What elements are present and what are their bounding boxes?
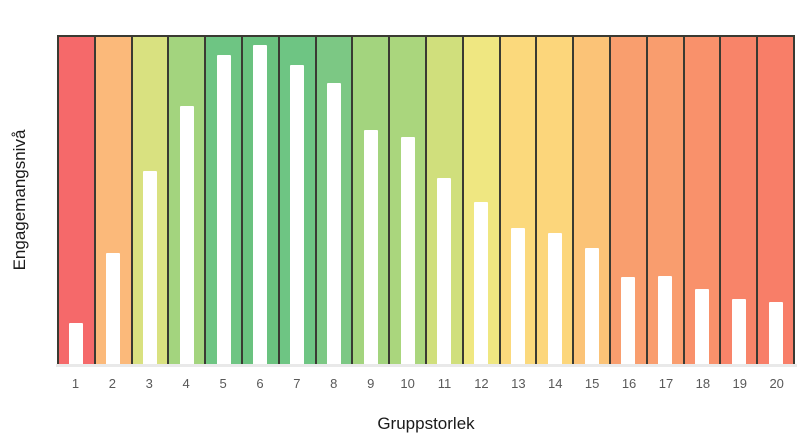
column-band: [572, 37, 609, 364]
x-tick-label: 5: [219, 376, 227, 391]
x-tick-label: 2: [108, 376, 116, 391]
engagement-bar: [584, 247, 599, 364]
engagement-bar: [621, 277, 636, 364]
column-band: [314, 37, 352, 364]
column-band: [130, 37, 168, 364]
x-tick-label: 8: [330, 376, 338, 391]
column-band: [756, 37, 795, 364]
y-axis-title: Engagemangsnivå: [10, 129, 29, 271]
x-tick-label: 20: [769, 376, 784, 391]
x-tick-label: 12: [474, 376, 489, 391]
column-band: [204, 37, 241, 364]
engagement-bar: [363, 130, 378, 364]
x-tick-label: 4: [182, 376, 190, 391]
x-tick-label: 18: [695, 376, 711, 391]
column-band: [682, 37, 720, 364]
engagement-bar: [106, 252, 121, 364]
column-band: [645, 37, 683, 364]
engagement-bar: [474, 202, 489, 364]
engagement-bar: [658, 275, 673, 364]
column-band: [240, 37, 278, 364]
column-band: [719, 37, 757, 364]
x-tick-row: 1 2 3 4 5 6 7 8 9 10 11 12 13 14 15 16 17 18 19 20: [57, 376, 795, 391]
x-tick-label: 14: [548, 376, 563, 391]
column-band: [608, 37, 646, 364]
x-tick-label: 1: [71, 376, 80, 391]
plot-area: [57, 35, 795, 364]
engagement-bar: [142, 171, 157, 364]
column-band: [388, 37, 425, 364]
x-tick-label: 6: [256, 376, 264, 391]
engagement-bar: [400, 136, 415, 364]
column-band: [461, 37, 499, 364]
x-tick-label: 11: [437, 376, 452, 391]
engagement-bar: [290, 64, 305, 364]
x-tick-label: 9: [367, 376, 375, 391]
engagement-bar: [510, 228, 525, 364]
x-tick-label: 13: [511, 376, 526, 391]
baseline-shadow: [56, 364, 797, 367]
column-band: [535, 37, 573, 364]
column-band: [57, 37, 94, 364]
engagement-bar: [326, 82, 341, 364]
column-band: [424, 37, 462, 364]
engagement-bar: [437, 177, 452, 364]
engagement-bar: [216, 55, 231, 364]
engagement-bar: [547, 233, 562, 364]
x-tick-label: 7: [293, 376, 301, 391]
column-band: [93, 37, 131, 364]
column-band: [498, 37, 536, 364]
x-tick-label: 16: [621, 376, 637, 391]
column-band: [351, 37, 389, 364]
engagement-bar: [768, 301, 783, 364]
engagement-bar: [731, 298, 746, 364]
x-tick-label: 10: [400, 376, 415, 391]
x-tick-label: 19: [732, 376, 747, 391]
engagement-bar: [69, 323, 84, 364]
x-tick-label: 15: [584, 376, 600, 391]
engagement-bar: [179, 105, 194, 364]
engagement-bar: [253, 45, 268, 364]
x-tick-label: 3: [145, 376, 153, 391]
engagement-bar: [694, 288, 709, 364]
column-band: [167, 37, 205, 364]
column-band: [277, 37, 315, 364]
x-tick-label: 17: [658, 376, 674, 391]
x-axis-title: Gruppstorlek: [377, 414, 475, 433]
